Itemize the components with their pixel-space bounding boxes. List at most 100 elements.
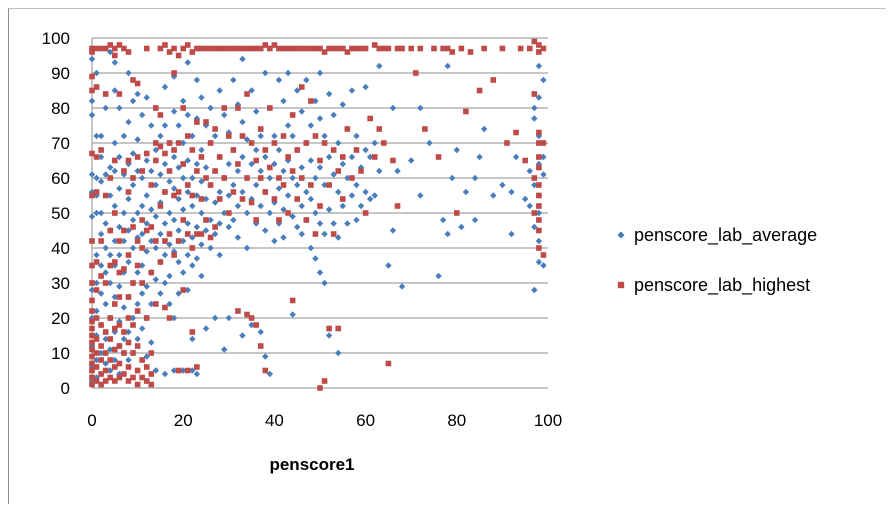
point-average	[462, 188, 470, 196]
point-average	[129, 244, 137, 252]
point-average	[499, 181, 506, 189]
point-average	[193, 76, 201, 84]
point-average	[180, 367, 187, 374]
point-average	[102, 171, 109, 178]
point-average	[303, 76, 310, 84]
point-highest	[162, 304, 168, 311]
point-average	[234, 167, 242, 175]
point-highest	[93, 259, 100, 265]
point-average	[180, 206, 187, 213]
point-average	[234, 234, 242, 241]
point-average	[449, 174, 456, 182]
point-highest	[112, 364, 118, 370]
point-average	[266, 174, 274, 182]
point-highest	[180, 105, 186, 111]
point-highest	[298, 45, 305, 52]
point-average	[540, 262, 547, 269]
point-average	[298, 108, 305, 115]
point-average	[161, 220, 169, 227]
point-average	[471, 216, 479, 224]
point-average	[376, 62, 383, 70]
point-highest	[244, 45, 250, 52]
point-highest	[381, 140, 387, 146]
point-highest	[531, 175, 538, 181]
point-highest	[116, 343, 123, 349]
x-tick-label: 20	[174, 411, 193, 430]
point-highest	[157, 259, 164, 265]
point-highest	[235, 45, 241, 52]
point-highest	[194, 168, 200, 174]
point-average	[225, 192, 232, 199]
point-average	[189, 262, 196, 269]
point-average	[143, 94, 150, 101]
point-highest	[212, 126, 218, 132]
point-average	[134, 167, 141, 175]
point-average	[316, 164, 324, 171]
point-average	[180, 269, 187, 276]
y-tick-labels: 0 10 20 30 40 50 60 70 80 90 100	[42, 29, 70, 398]
point-highest	[121, 266, 127, 272]
point-average	[262, 153, 269, 161]
point-highest	[198, 45, 205, 52]
point-highest	[312, 231, 319, 237]
point-average	[307, 244, 315, 252]
point-average	[325, 153, 333, 161]
point-average	[189, 132, 196, 140]
point-highest	[207, 182, 214, 188]
point-average	[325, 90, 333, 98]
point-highest	[125, 49, 132, 55]
point-highest	[244, 175, 250, 181]
point-highest	[435, 154, 442, 160]
point-highest	[330, 231, 337, 237]
point-highest	[98, 322, 104, 328]
point-average	[138, 325, 146, 332]
point-average	[107, 346, 114, 353]
point-highest	[189, 329, 196, 335]
point-highest	[294, 45, 300, 52]
point-highest	[89, 353, 95, 360]
point-highest	[89, 238, 95, 244]
point-average	[166, 300, 173, 308]
point-average	[307, 122, 315, 129]
point-average	[271, 237, 278, 245]
y-tick-label: 100	[42, 29, 70, 48]
point-average	[102, 220, 109, 227]
point-highest	[294, 147, 300, 153]
point-average	[193, 370, 201, 378]
point-average	[161, 279, 169, 287]
point-highest	[531, 38, 538, 45]
point-highest	[289, 112, 296, 118]
point-average	[134, 136, 141, 143]
point-highest	[536, 227, 542, 234]
point-highest	[175, 52, 182, 59]
point-average	[93, 132, 100, 140]
point-highest	[139, 217, 145, 223]
point-highest	[203, 175, 209, 181]
point-highest	[203, 119, 209, 125]
point-average	[216, 251, 223, 259]
point-average	[175, 122, 182, 129]
point-highest	[340, 154, 346, 160]
point-average	[161, 122, 169, 129]
point-highest	[248, 199, 255, 206]
point-highest	[248, 315, 255, 321]
point-highest	[143, 150, 150, 157]
point-average	[189, 174, 196, 182]
point-highest	[371, 42, 378, 48]
point-highest	[271, 42, 278, 48]
point-highest	[116, 42, 123, 48]
point-highest	[89, 374, 95, 381]
x-axis-title: penscore1	[269, 455, 354, 474]
point-highest	[89, 280, 95, 286]
point-highest	[148, 381, 155, 388]
point-average	[161, 83, 169, 91]
point-average	[198, 146, 205, 154]
point-average	[125, 258, 132, 266]
point-highest	[194, 364, 200, 370]
point-highest	[504, 140, 510, 146]
point-average	[175, 195, 182, 203]
point-average	[471, 174, 479, 182]
y-tick-label: 90	[51, 64, 70, 83]
point-average	[289, 311, 296, 318]
point-highest	[463, 108, 469, 115]
